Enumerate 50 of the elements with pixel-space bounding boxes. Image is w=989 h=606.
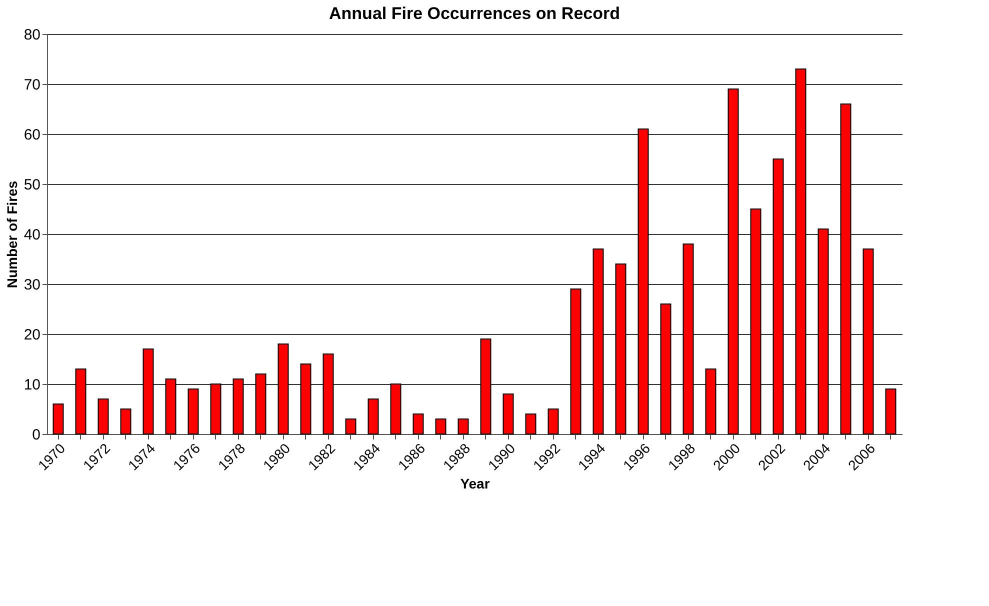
bar bbox=[570, 288, 582, 434]
bar bbox=[210, 384, 222, 434]
bar bbox=[682, 244, 694, 434]
bar bbox=[885, 388, 896, 434]
y-tick-label: 40 bbox=[24, 226, 40, 244]
y-tick-label: 20 bbox=[24, 326, 40, 344]
bar bbox=[322, 354, 334, 434]
y-tick-label: 80 bbox=[24, 26, 40, 44]
y-tick-label: 30 bbox=[24, 276, 40, 294]
bar bbox=[345, 418, 356, 434]
bar bbox=[368, 398, 379, 434]
bar bbox=[435, 418, 446, 434]
bar bbox=[772, 158, 784, 434]
bar bbox=[300, 364, 312, 434]
bar bbox=[525, 414, 536, 434]
bar bbox=[705, 368, 716, 434]
y-tick-label: 60 bbox=[24, 126, 40, 144]
x-axis-title: Year bbox=[460, 475, 490, 492]
bar bbox=[660, 304, 672, 434]
bar bbox=[165, 378, 176, 434]
y-tick-label: 70 bbox=[24, 76, 40, 94]
bar bbox=[818, 228, 829, 434]
bar bbox=[750, 208, 762, 434]
bar bbox=[480, 338, 492, 434]
bar bbox=[232, 378, 244, 434]
y-tick-label: 0 bbox=[32, 426, 40, 444]
bar bbox=[840, 104, 852, 434]
y-tick-label: 10 bbox=[24, 376, 40, 394]
y-tick-label: 50 bbox=[24, 176, 40, 194]
bar bbox=[548, 408, 559, 434]
bar bbox=[188, 388, 199, 434]
bar bbox=[120, 408, 132, 434]
bar bbox=[592, 248, 604, 434]
bar bbox=[75, 368, 86, 434]
bar bbox=[412, 414, 424, 434]
bar bbox=[458, 418, 469, 434]
bar bbox=[278, 344, 289, 434]
bar bbox=[390, 384, 402, 434]
bar bbox=[615, 264, 626, 434]
bar bbox=[728, 88, 739, 434]
bar bbox=[638, 128, 649, 434]
bar bbox=[795, 68, 806, 434]
bar bbox=[52, 404, 64, 434]
bar bbox=[98, 398, 109, 434]
bar bbox=[502, 394, 514, 434]
bar bbox=[142, 348, 154, 434]
y-axis-title: Number of Fires bbox=[4, 180, 20, 288]
bar bbox=[862, 248, 874, 434]
chart-title: Annual Fire Occurrences on Record bbox=[329, 4, 620, 23]
bar bbox=[255, 374, 266, 434]
